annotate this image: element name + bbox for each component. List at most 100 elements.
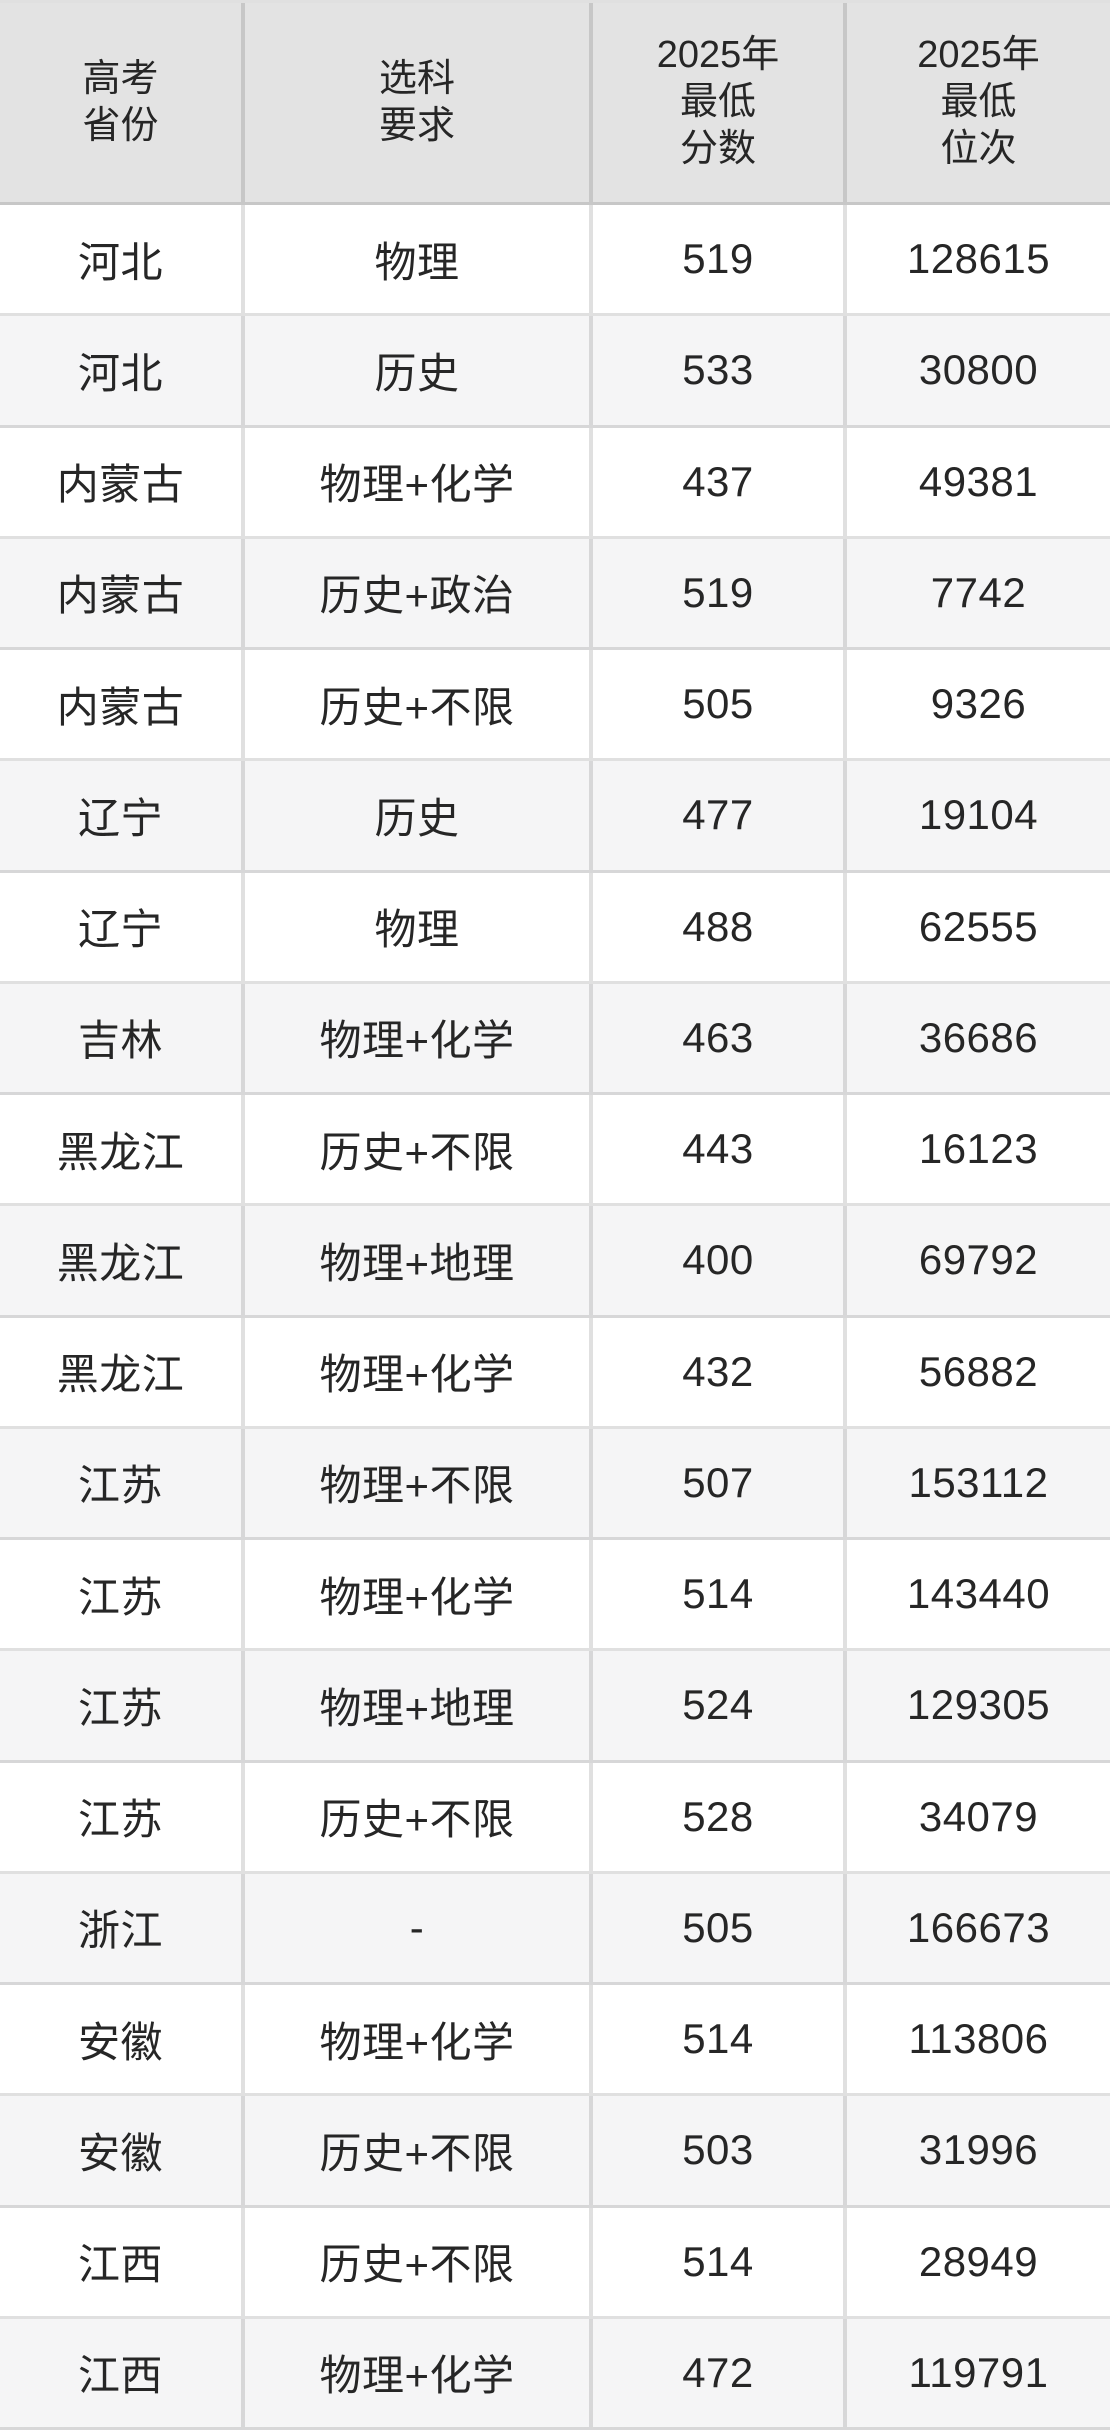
score-cell: 519	[593, 205, 847, 317]
province-cell: 内蒙古	[0, 650, 245, 762]
score-cell: 528	[593, 1762, 847, 1874]
province-cell: 内蒙古	[0, 538, 245, 650]
subjects-cell: 物理	[245, 205, 593, 317]
rank-cell: 62555	[847, 872, 1110, 984]
province-cell: 河北	[0, 205, 245, 317]
subjects-cell: 历史+不限	[245, 2096, 593, 2208]
province-cell: 安徽	[0, 1985, 245, 2097]
rank-cell: 119791	[847, 2318, 1110, 2430]
rank-cell: 153112	[847, 1428, 1110, 1540]
table-row: 安徽 历史+不限 503 31996	[0, 2096, 1110, 2208]
province-cell: 江苏	[0, 1762, 245, 1874]
province-cell: 河北	[0, 316, 245, 428]
header-subjects-line: 选科	[378, 57, 455, 100]
table-row: 吉林 物理+化学 463 36686	[0, 983, 1110, 1095]
rank-cell: 7742	[847, 538, 1110, 650]
province-cell: 安徽	[0, 2096, 245, 2208]
rank-cell: 36686	[847, 983, 1110, 1095]
subjects-cell: 物理+化学	[245, 1985, 593, 2097]
province-cell: 江苏	[0, 1428, 245, 1540]
header-score-line: 分数	[679, 128, 756, 170]
table-row: 安徽 物理+化学 514 113806	[0, 1985, 1110, 2097]
score-cell: 519	[593, 538, 847, 650]
rank-cell: 30800	[847, 316, 1110, 428]
score-cell: 443	[593, 1095, 847, 1207]
subjects-cell: 历史+不限	[245, 1762, 593, 1874]
score-cell: 514	[593, 1985, 847, 2097]
subjects-cell: 物理+化学	[245, 983, 593, 1095]
rank-cell: 16123	[847, 1095, 1110, 1207]
rank-cell: 113806	[847, 1985, 1110, 2097]
subjects-cell: 历史+不限	[245, 650, 593, 762]
score-cell: 503	[593, 2096, 847, 2208]
score-cell: 505	[593, 650, 847, 762]
rank-cell: 69792	[847, 1206, 1110, 1318]
province-cell: 江苏	[0, 1651, 245, 1763]
score-cell: 472	[593, 2318, 847, 2430]
table-row: 辽宁 物理 488 62555	[0, 872, 1110, 984]
rank-cell: 31996	[847, 2096, 1110, 2208]
rank-cell: 166673	[847, 1873, 1110, 1985]
header-rank-line: 最低	[940, 81, 1017, 123]
table-row: 黑龙江 物理+化学 432 56882	[0, 1317, 1110, 1429]
score-cell: 400	[593, 1206, 847, 1318]
subjects-cell: 物理+化学	[245, 1317, 593, 1429]
table-row: 江苏 物理+不限 507 153112	[0, 1428, 1110, 1540]
subjects-cell: 物理+化学	[245, 1540, 593, 1652]
rank-cell: 9326	[847, 650, 1110, 762]
rank-cell: 49381	[847, 427, 1110, 539]
score-cell: 463	[593, 983, 847, 1095]
province-cell: 吉林	[0, 983, 245, 1095]
score-cell: 533	[593, 316, 847, 428]
rank-cell: 129305	[847, 1651, 1110, 1763]
score-cell: 477	[593, 761, 847, 873]
table-row: 河北 历史 533 30800	[0, 316, 1110, 428]
table-row: 江西 历史+不限 514 28949	[0, 2207, 1110, 2319]
subjects-cell: -	[245, 1873, 593, 1985]
table-row: 内蒙古 历史+政治 519 7742	[0, 538, 1110, 650]
subjects-cell: 历史	[245, 761, 593, 873]
rank-cell: 19104	[847, 761, 1110, 873]
header-province: 高考 省份	[0, 3, 245, 205]
rank-cell: 143440	[847, 1540, 1110, 1652]
subjects-cell: 物理+地理	[245, 1651, 593, 1763]
header-score-line: 最低	[679, 81, 756, 123]
table-row: 黑龙江 历史+不限 443 16123	[0, 1095, 1110, 1207]
table-row: 内蒙古 历史+不限 505 9326	[0, 650, 1110, 762]
score-cell: 507	[593, 1428, 847, 1540]
subjects-cell: 历史+不限	[245, 1095, 593, 1207]
rank-cell: 28949	[847, 2207, 1110, 2319]
table-row: 内蒙古 物理+化学 437 49381	[0, 427, 1110, 539]
header-subject-requirements: 选科 要求	[245, 3, 593, 205]
subjects-cell: 历史	[245, 316, 593, 428]
table-body: 河北 物理 519 128615 河北 历史 533 30800 内蒙古 物理+化学 437 4938…	[0, 205, 1110, 2430]
rank-cell: 56882	[847, 1317, 1110, 1429]
province-cell: 黑龙江	[0, 1206, 245, 1318]
subjects-cell: 物理+地理	[245, 1206, 593, 1318]
header-score-line: 2025年	[656, 34, 780, 76]
province-cell: 江苏	[0, 1540, 245, 1652]
province-cell: 浙江	[0, 1873, 245, 1985]
rank-cell: 34079	[847, 1762, 1110, 1874]
subjects-cell: 历史+不限	[245, 2207, 593, 2319]
header-rank-line: 位次	[940, 128, 1017, 170]
subjects-cell: 物理+化学	[245, 427, 593, 539]
table-row: 江苏 历史+不限 528 34079	[0, 1762, 1110, 1874]
subjects-cell: 物理+不限	[245, 1428, 593, 1540]
score-cell: 524	[593, 1651, 847, 1763]
score-cell: 514	[593, 1540, 847, 1652]
score-cell: 437	[593, 427, 847, 539]
header-min-rank-2025: 2025年 最低 位次	[847, 3, 1110, 205]
province-cell: 江西	[0, 2318, 245, 2430]
table-row: 河北 物理 519 128615	[0, 205, 1110, 317]
table-row: 黑龙江 物理+地理 400 69792	[0, 1206, 1110, 1318]
score-cell: 505	[593, 1873, 847, 1985]
province-cell: 黑龙江	[0, 1317, 245, 1429]
table-row: 江西 物理+化学 472 119791	[0, 2318, 1110, 2430]
header-min-score-2025: 2025年 最低 分数	[593, 3, 847, 205]
header-province-line: 省份	[82, 104, 159, 147]
header-row: 高考 省份 选科 要求 2025年 最低 分数 2025年 最低 位次	[0, 3, 1110, 205]
table-row: 浙江 -505 166673	[0, 1873, 1110, 1985]
score-cell: 432	[593, 1317, 847, 1429]
